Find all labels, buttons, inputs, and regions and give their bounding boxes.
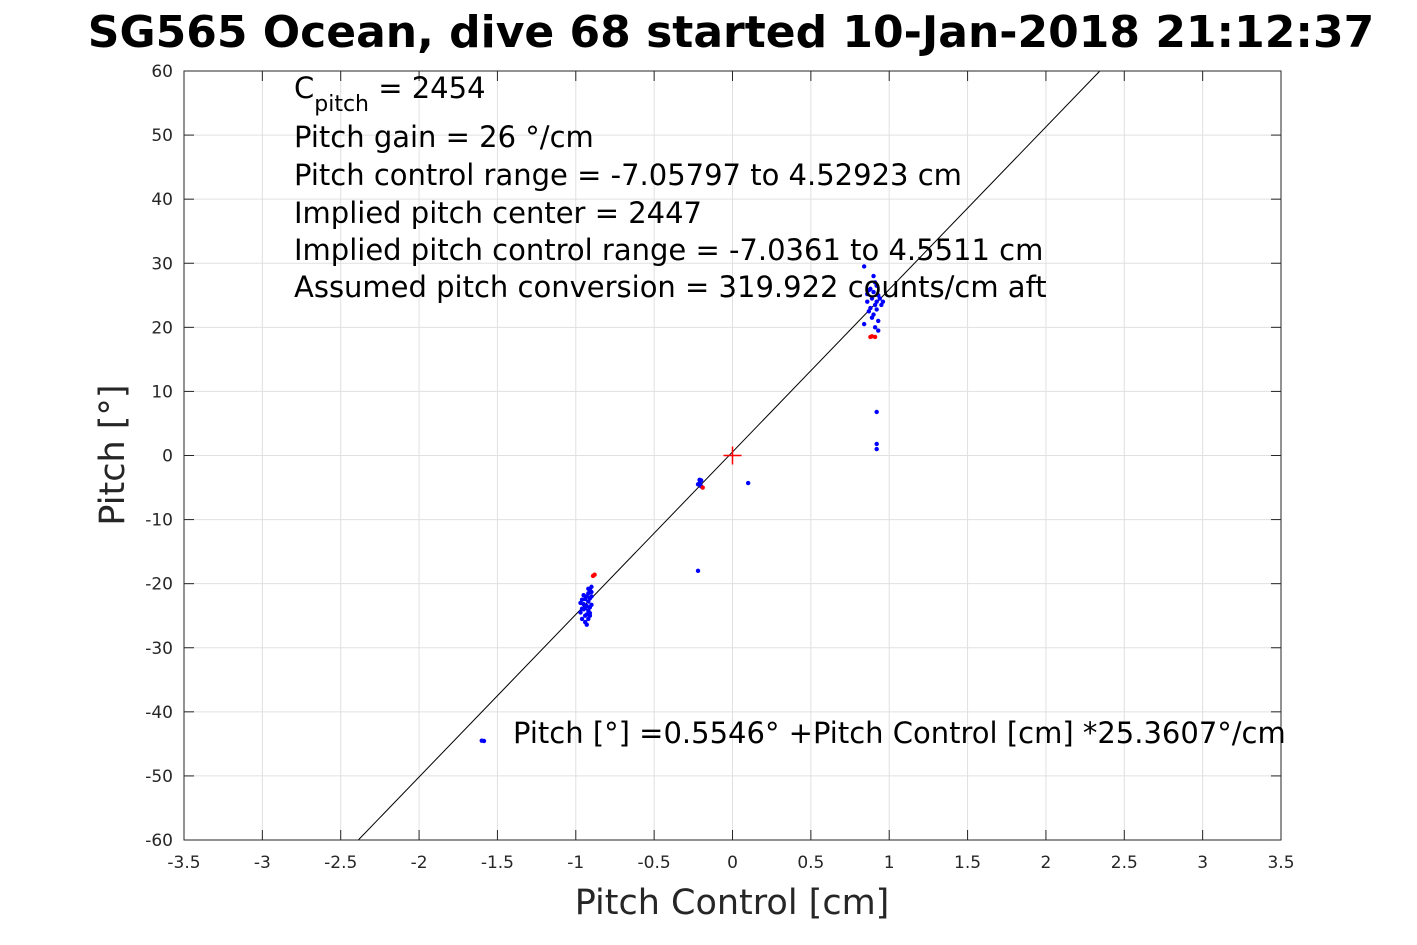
implied-pitch-center-annotation: Implied pitch center = 2447 — [294, 196, 702, 230]
axis-ticks — [183, 70, 1282, 841]
blue-point — [874, 441, 879, 447]
blue-point — [876, 318, 881, 324]
blue-point — [874, 446, 879, 452]
x-tick-label: -0.5 — [638, 853, 671, 873]
blue-point — [589, 589, 594, 595]
red-point — [872, 334, 878, 340]
blue-point — [868, 305, 873, 311]
blue-point — [880, 299, 886, 304]
blue-point — [861, 264, 867, 269]
cpitch-symbol: C — [294, 71, 314, 105]
plot-frame — [183, 70, 1282, 841]
red-point — [700, 485, 705, 490]
x-axis-label: Pitch Control [cm] — [575, 883, 890, 923]
blue-point — [872, 325, 878, 330]
blue-point — [871, 273, 876, 279]
blue-point — [874, 299, 879, 304]
x-tick-label: -3.5 — [167, 853, 200, 873]
x-tick-label: -1 — [567, 853, 584, 873]
blue-point — [871, 312, 876, 317]
x-tick-label: 1 — [884, 853, 895, 873]
pitch-control-range-annotation: Pitch control range = -7.05797 to 4.5292… — [294, 158, 962, 192]
implied-pitch-range-annotation: Implied pitch control range = -7.0361 to… — [294, 233, 1043, 267]
y-tick-label: 10 — [151, 382, 173, 402]
blue-point — [865, 291, 870, 297]
x-tick-label: 3.5 — [1267, 853, 1294, 873]
cpitch-value: = 2454 — [369, 71, 486, 105]
y-tick-label: -20 — [145, 575, 173, 595]
cpitch-subscript: pitch — [314, 92, 369, 117]
y-tick-label: 60 — [151, 62, 173, 82]
y-tick-label: -60 — [145, 831, 173, 851]
x-tick-label: 2 — [1041, 853, 1052, 873]
chart-title: SG565 Ocean, dive 68 started 10-Jan-2018… — [88, 7, 1374, 58]
y-tick-label: 40 — [151, 190, 173, 210]
blue-point — [874, 283, 879, 288]
y-tick-label: -40 — [145, 703, 173, 723]
red-point — [590, 573, 596, 579]
fit-label-marker — [481, 738, 487, 744]
x-tick-label: -3 — [254, 853, 271, 873]
x-tick-label: -1.5 — [481, 853, 514, 873]
blue-point — [586, 586, 591, 591]
blue-point — [745, 480, 751, 486]
y-tick-label: 50 — [151, 126, 173, 146]
y-tick-label: -10 — [145, 511, 173, 531]
annotation-block: Cpitch = 2454 Pitch gain = 26 °/cm Pitch… — [294, 71, 1047, 304]
blue-point — [698, 478, 704, 483]
blue-point — [866, 287, 872, 293]
blue-point — [589, 594, 594, 599]
blue-point — [579, 616, 585, 622]
y-tick-label: 30 — [151, 254, 173, 274]
blue-point — [695, 568, 701, 574]
blue-point — [876, 328, 881, 333]
blue-point — [584, 622, 589, 627]
y-tick-label: -50 — [145, 767, 173, 787]
x-tick-label: 1.5 — [954, 853, 981, 873]
blue-point — [578, 610, 583, 615]
y-tick-label: 0 — [162, 447, 173, 467]
blue-point — [865, 299, 870, 304]
blue-point — [877, 296, 883, 301]
y-tick-label: -30 — [145, 639, 173, 659]
y-tick-label: 20 — [151, 318, 173, 338]
blue-point — [578, 600, 583, 606]
blue-point — [861, 321, 867, 327]
tick-labels: -3.5 -3 -2.5 -2 -1.5 -1 -0.5 0 0.5 1 1.5 2 2.5 3 3.5 -6… — [145, 62, 1294, 873]
x-tick-label: 0 — [727, 853, 738, 873]
x-tick-label: 3 — [1197, 853, 1208, 873]
pitch-conversion-annotation: Assumed pitch conversion = 319.922 count… — [294, 270, 1047, 304]
blue-point — [871, 289, 876, 295]
center-marker — [723, 446, 742, 465]
blue-point — [582, 596, 588, 602]
x-tick-label: -2.5 — [324, 853, 357, 873]
blue-point — [874, 307, 879, 312]
data-points — [479, 264, 886, 744]
blue-point — [579, 606, 585, 611]
cpitch-annotation: Cpitch = 2454 — [294, 71, 486, 117]
blue-point — [581, 593, 586, 598]
blue-point — [589, 602, 594, 608]
blue-point — [695, 482, 701, 487]
blue-point — [869, 296, 875, 301]
x-tick-label: -2 — [411, 853, 428, 873]
fit-equation-label: Pitch [°] =0.5546° +Pitch Control [cm] *… — [513, 716, 1286, 750]
x-tick-label: 2.5 — [1111, 853, 1138, 873]
y-axis-label: Pitch [°] — [93, 384, 133, 525]
blue-point — [874, 409, 879, 415]
blue-point — [587, 610, 593, 616]
pitch-gain-annotation: Pitch gain = 26 °/cm — [294, 120, 594, 154]
x-tick-label: 0.5 — [797, 853, 824, 873]
